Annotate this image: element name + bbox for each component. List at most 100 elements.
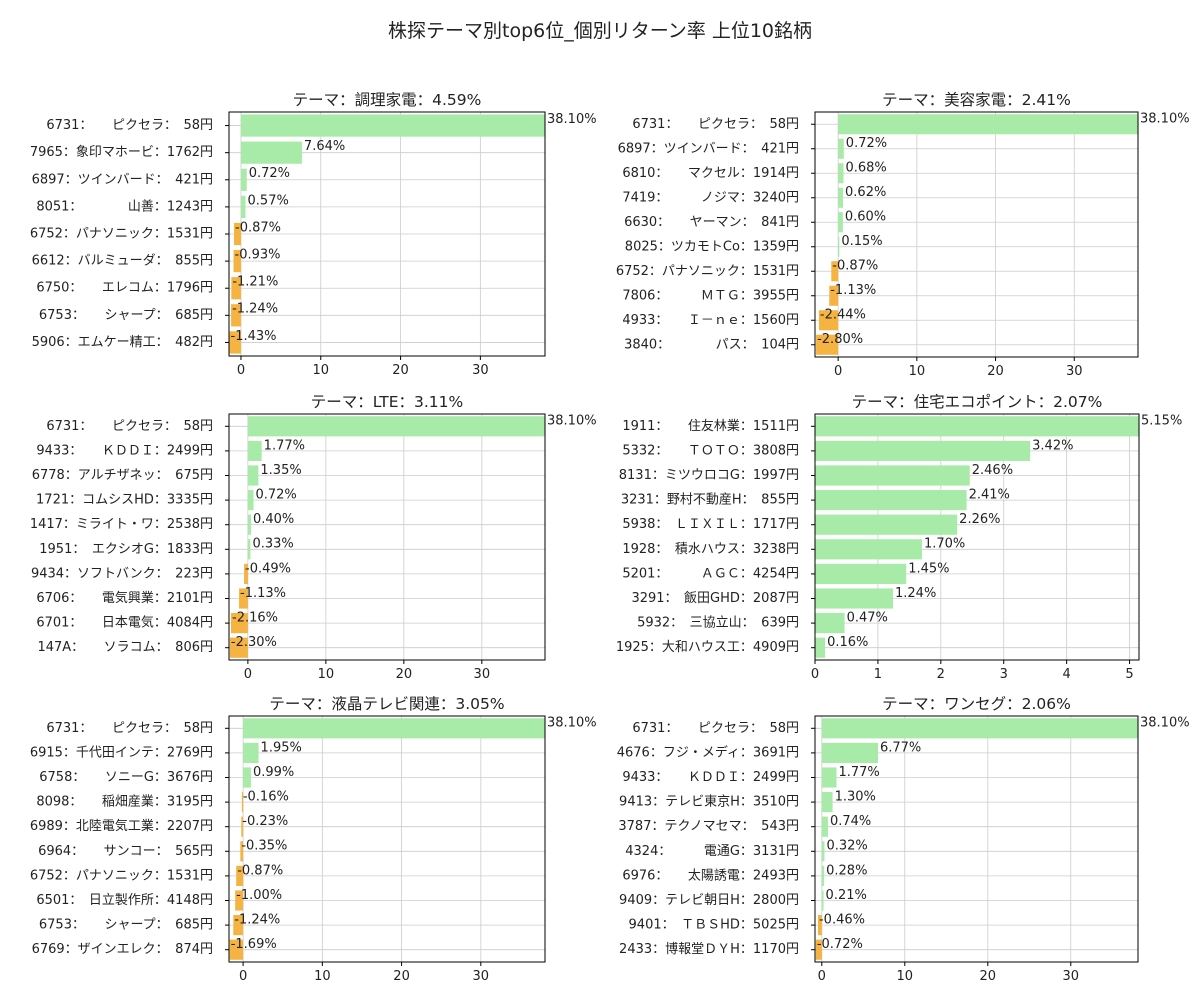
bar: [815, 465, 970, 486]
category-label: 9433： ＫＤＤＩ：2499円: [622, 770, 799, 785]
data-label: 0.57%: [248, 193, 289, 208]
category-label: 3787：テクノマセマ： 543円: [618, 819, 799, 834]
bar: [231, 304, 241, 327]
category-label: 5906：エムケー精工： 482円: [32, 335, 213, 350]
chart-title: テーマ：美容家電：2.41%: [882, 91, 1071, 109]
category-label: 6731： ピクセラ： 58円: [46, 419, 213, 434]
x-tick-label: 4: [1063, 667, 1071, 682]
category-label: 6750： エレコム：1796円: [36, 281, 213, 296]
data-label: -0.16%: [243, 790, 289, 805]
data-label: 38.10%: [547, 414, 597, 429]
data-label: -1.21%: [232, 275, 278, 290]
bar: [240, 141, 302, 164]
data-label: 1.95%: [261, 740, 302, 755]
bar: [838, 138, 844, 159]
category-label: 5932： 三協立山： 639円: [637, 616, 799, 631]
category-label: 6758： ソニーG：3676円: [39, 770, 213, 785]
bar: [243, 718, 545, 739]
data-label: 0.60%: [845, 210, 886, 225]
data-label: 1.70%: [924, 537, 965, 552]
x-tick-label: 5: [1125, 667, 1133, 682]
data-label: 0.21%: [826, 888, 867, 903]
data-label: 0.74%: [830, 814, 871, 829]
category-label: 6701： 日本電気：4084円: [36, 615, 213, 631]
bar: [236, 865, 244, 886]
data-label: -2.30%: [231, 635, 277, 650]
x-tick-label: 30: [472, 363, 489, 378]
bar: [815, 490, 967, 511]
category-label: 1417：ミライト・ワ：2538円: [30, 517, 213, 532]
data-label: -1.43%: [231, 329, 277, 344]
bar: [831, 261, 839, 282]
bar: [815, 514, 958, 535]
data-label: -2.80%: [817, 332, 863, 347]
category-label: 9409：テレビ朝日H：2800円: [619, 893, 799, 908]
category-label: 6706： 電気興業：2101円: [36, 590, 213, 606]
x-tick-label: 0: [239, 969, 247, 984]
bar: [243, 767, 251, 788]
bar: [815, 539, 922, 560]
axes-frame: [814, 413, 1140, 661]
data-label: -0.35%: [241, 839, 287, 854]
bar: [241, 816, 244, 837]
data-label: -1.24%: [232, 302, 278, 317]
x-tick-label: 20: [393, 969, 410, 984]
data-label: 0.72%: [249, 166, 290, 181]
category-label: 6630： ヤーマン： 841円: [624, 215, 799, 230]
bar: [240, 168, 247, 191]
data-label: -0.93%: [235, 247, 281, 262]
bar: [247, 490, 254, 511]
data-label: -1.69%: [231, 937, 277, 952]
data-label: 0.15%: [841, 234, 882, 249]
axes-frame: [814, 715, 1139, 963]
chart-title: テーマ：住宅エコポイント：2.07%: [852, 393, 1103, 411]
chart-title: テーマ：ワンセグ：2.06%: [882, 695, 1071, 713]
data-label: 1.45%: [908, 561, 949, 576]
x-tick-label: 10: [314, 969, 331, 984]
category-label: 6753： シャープ： 685円: [39, 308, 213, 323]
bar: [231, 277, 241, 300]
category-label: 3840： パス： 104円: [624, 337, 799, 352]
data-label: 38.10%: [547, 112, 597, 127]
bar: [241, 792, 244, 813]
x-tick-label: 30: [1063, 969, 1080, 984]
data-label: 7.64%: [304, 139, 345, 154]
category-label: 2433：博報堂ＤＹH：1170円: [619, 942, 799, 957]
category-label: 147A： ソラコム： 806円: [37, 640, 213, 655]
category-label: 8131：ミツウロコG：1997円: [619, 468, 799, 483]
bar: [231, 613, 248, 634]
x-tick-label: 10: [909, 364, 926, 379]
category-label: 5201： ＡＧＣ：4254円: [622, 566, 799, 581]
bar: [243, 742, 259, 763]
x-tick-label: 30: [473, 969, 490, 984]
category-label: 1721：コムシスHD：3335円: [36, 493, 213, 508]
chart-panel-0: 38.10% 6731： ピクセラ： 58円 7.64% 7965：象印マホービ：17…: [30, 91, 597, 378]
data-label: 38.10%: [1140, 716, 1190, 731]
bar: [821, 816, 828, 837]
chart-panel-4: 38.10% 6731： ピクセラ： 58円 1.95% 6915：千代田インテ：27…: [30, 695, 597, 984]
category-label: 6897：ツインバード： 421円: [618, 141, 799, 156]
category-label: 6753： シャープ： 685円: [39, 918, 213, 933]
bar: [838, 187, 844, 208]
bar: [815, 939, 822, 960]
data-label: 0.47%: [847, 611, 888, 626]
data-label: 0.62%: [845, 185, 886, 200]
x-tick-label: 20: [396, 667, 413, 682]
data-label: -1.00%: [236, 888, 282, 903]
x-tick-label: 20: [980, 969, 997, 984]
bar: [247, 440, 262, 461]
x-tick-label: 1: [874, 667, 882, 682]
data-label: 5.15%: [1141, 414, 1182, 429]
bar: [244, 563, 248, 584]
data-label: -1.13%: [240, 586, 286, 601]
category-label: 9434：ソフトバンク： 223円: [31, 566, 213, 581]
bar: [821, 865, 825, 886]
category-label: 6731： ピクセラ： 58円: [46, 118, 213, 133]
x-tick-label: 10: [897, 969, 914, 984]
x-tick-label: 0: [818, 969, 826, 984]
category-label: 6897：ツインバード： 421円: [32, 172, 213, 187]
category-label: 9413：テレビ東京H：3510円: [619, 794, 799, 810]
category-label: 6810： マクセル：1914円: [622, 166, 799, 181]
x-tick-label: 2: [937, 667, 945, 682]
data-label: 0.68%: [845, 161, 886, 176]
